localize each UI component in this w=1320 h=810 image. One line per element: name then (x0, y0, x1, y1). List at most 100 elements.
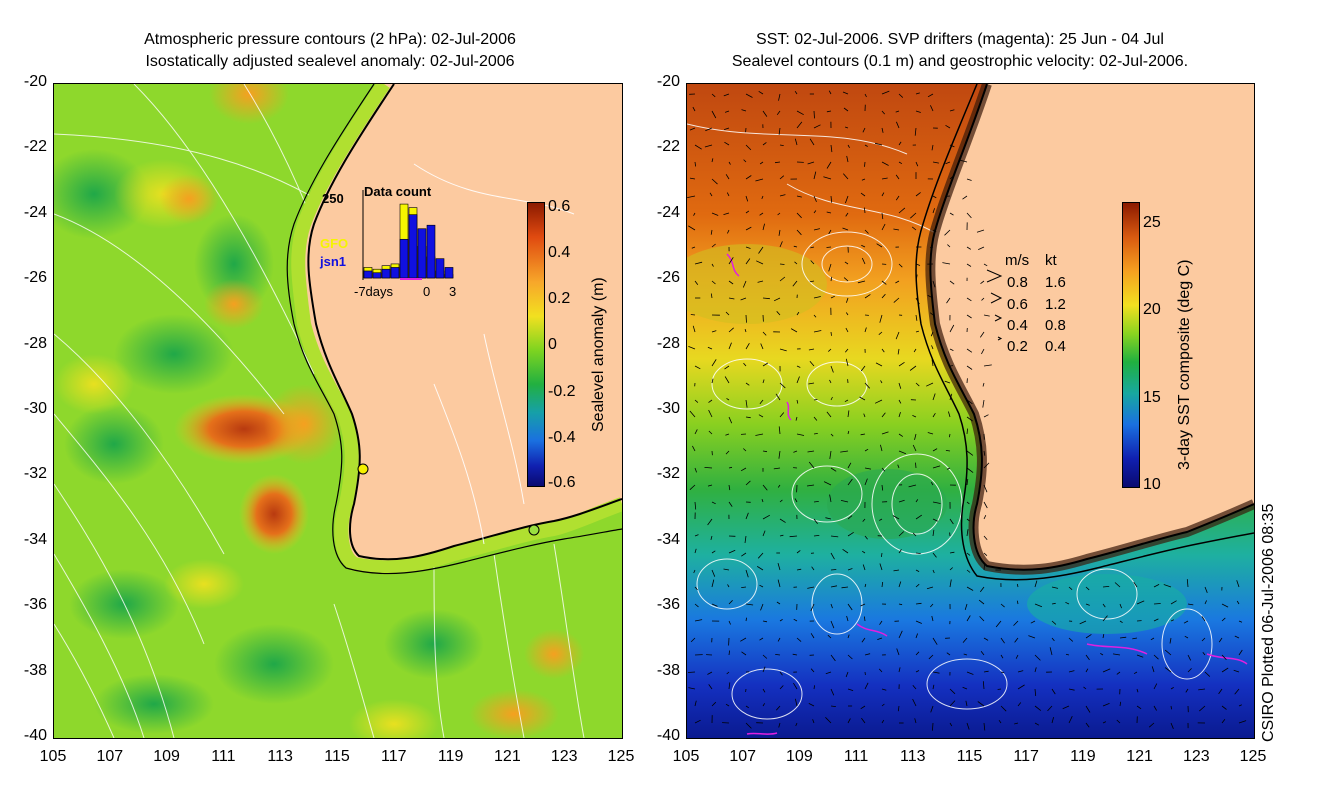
velocity-arrow (1034, 688, 1037, 696)
inset-bar-jsn1 (426, 224, 436, 279)
velocity-arrow (710, 293, 713, 299)
velocity-arrow (779, 619, 783, 622)
velocity-arrow (976, 229, 985, 233)
velocity-arrow (1016, 600, 1019, 605)
velocity-arrow (1000, 705, 1007, 712)
velocity-arrow (762, 223, 765, 231)
velocity-arrow (978, 599, 985, 605)
right-map[interactable] (686, 83, 1255, 739)
velocity-arrow (1034, 580, 1038, 588)
velocity-arrow (980, 651, 985, 656)
velocity-arrow (826, 246, 832, 248)
velocity-arrow (779, 263, 785, 265)
velocity-arrow (893, 569, 900, 572)
right-x-tick-label: 123 (1182, 748, 1210, 765)
velocity-arrow (688, 687, 696, 690)
velocity-arrow (762, 362, 769, 367)
velocity-arrow (1013, 620, 1019, 626)
velocity-arrow (762, 703, 766, 707)
velocity-arrow (949, 518, 954, 525)
velocity-arrow (983, 263, 988, 267)
velocity-arrow (688, 346, 696, 350)
velocity-arrow (1065, 653, 1070, 656)
velocity-arrow (931, 144, 934, 151)
velocity-arrow (895, 331, 900, 340)
velocity-arrow (796, 229, 802, 236)
velocity-arrow (812, 719, 815, 724)
sla-high (264, 384, 344, 464)
sla-high (164, 559, 244, 609)
velocity-arrow (1234, 635, 1240, 639)
velocity-arrow (745, 210, 750, 214)
velocity-arrow (687, 671, 696, 673)
velocity-arrow (762, 484, 768, 491)
velocity-arrow (1183, 620, 1189, 624)
velocity-arrow (792, 280, 798, 287)
velocity-arrow (862, 127, 866, 133)
velocity-arrow (949, 348, 954, 351)
velocity-arrow (1150, 637, 1155, 641)
velocity-arrow (949, 280, 955, 285)
velocity-arrow (725, 174, 730, 180)
velocity-arrow (728, 416, 733, 424)
velocity-arrow (813, 416, 818, 421)
velocity-arrow (828, 90, 832, 95)
right-y-tick-label: -38 (656, 661, 680, 679)
velocity-arrow (778, 722, 781, 728)
velocity-arrow (966, 416, 973, 422)
velocity-arrow (724, 365, 730, 370)
velocity-arrow (694, 619, 703, 622)
velocity-arrow (1000, 654, 1004, 659)
velocity-arrow (724, 376, 730, 384)
inset-bar-jsn1 (381, 268, 391, 279)
tide-gauge-marker[interactable] (528, 524, 540, 536)
left-x-tick-label: 109 (153, 748, 180, 765)
velocity-arrow (949, 700, 956, 707)
inset-bar-jsn1 (399, 238, 409, 279)
velocity-arrow (846, 615, 849, 622)
velocity-arrow (794, 138, 798, 146)
velocity-arrow (932, 412, 936, 418)
coastline (307, 84, 622, 561)
velocity-arrow (915, 161, 919, 167)
velocity-arrow (779, 348, 787, 352)
velocity-arrow (708, 684, 713, 690)
velocity-arrow (982, 382, 985, 387)
velocity-arrow (845, 671, 849, 678)
tide-gauge-marker[interactable] (357, 463, 369, 475)
velocity-arrow (1136, 654, 1144, 658)
velocity-arrow (1068, 586, 1073, 591)
velocity-arrow (779, 499, 783, 503)
velocity-arrow (694, 586, 698, 591)
legend-header-kt: kt (1045, 252, 1057, 269)
velocity-arrow (877, 637, 883, 640)
velocity-arrow (864, 294, 871, 299)
left-y-tick-label: -20 (23, 73, 47, 90)
velocity-arrow (915, 330, 920, 333)
velocity-arrow (1221, 719, 1226, 724)
velocity-arrow (755, 433, 764, 436)
velocity-arrow (810, 633, 815, 639)
velocity-arrow (1051, 637, 1055, 642)
sla-low (114, 314, 234, 394)
velocity-arrow (779, 685, 784, 690)
velocity-arrow (711, 579, 715, 588)
velocity-arrow (966, 314, 972, 319)
velocity-arrow (864, 535, 868, 540)
velocity-arrow (946, 652, 951, 656)
velocity-arrow (844, 126, 849, 129)
velocity-arrow (930, 331, 934, 337)
velocity-arrow (810, 603, 815, 612)
velocity-arrow (964, 603, 968, 611)
velocity-arrow (830, 620, 835, 629)
velocity-arrow (949, 433, 951, 438)
sst-feature (827, 469, 947, 539)
velocity-arrow (860, 192, 866, 197)
velocity-arrow (711, 569, 716, 577)
velocity-arrow (881, 412, 886, 418)
australia-land (930, 84, 1254, 570)
velocity-arrow (1083, 686, 1087, 690)
velocity-arrow (983, 515, 987, 520)
inset-bar-jsn1 (435, 258, 445, 279)
velocity-arrow (966, 399, 973, 405)
